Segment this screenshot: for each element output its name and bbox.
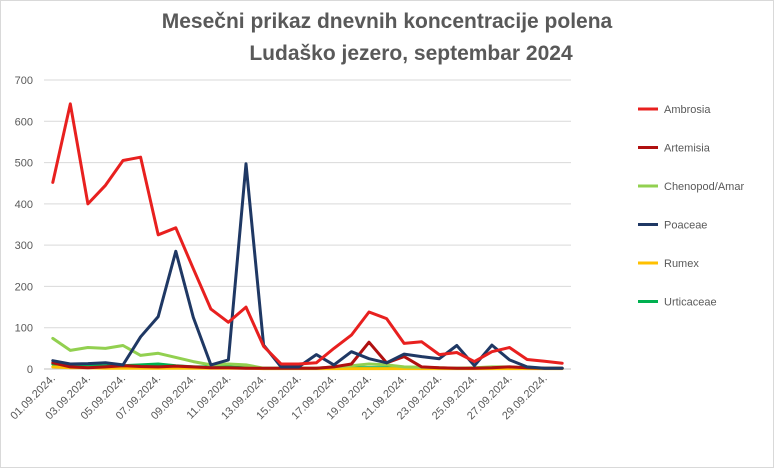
y-tick-label: 0 [27, 364, 33, 376]
legend-label: Chenopod/Amar [664, 181, 744, 193]
legend-label: Ambrosia [664, 104, 711, 116]
legend-label: Rumex [664, 258, 699, 270]
y-tick-label: 100 [15, 323, 33, 335]
chart-subtitle: Ludaško jezero, septembar 2024 [249, 42, 573, 65]
y-tick-label: 400 [15, 199, 33, 211]
legend-label: Urticaceae [664, 297, 717, 309]
y-tick-label: 700 [15, 75, 33, 87]
y-tick-label: 500 [15, 158, 33, 170]
legend-label: Poaceae [664, 220, 707, 232]
chart-title: Mesečni prikaz dnevnih koncentracije pol… [161, 10, 613, 33]
y-tick-label: 600 [15, 116, 33, 128]
series-line-poaceae [51, 162, 564, 370]
y-tick-label: 200 [15, 281, 33, 293]
series-line-ambrosia [51, 102, 564, 366]
y-tick-label: 300 [15, 240, 33, 252]
legend-label: Artemisia [664, 143, 711, 155]
series-line-artemisia [51, 340, 564, 370]
